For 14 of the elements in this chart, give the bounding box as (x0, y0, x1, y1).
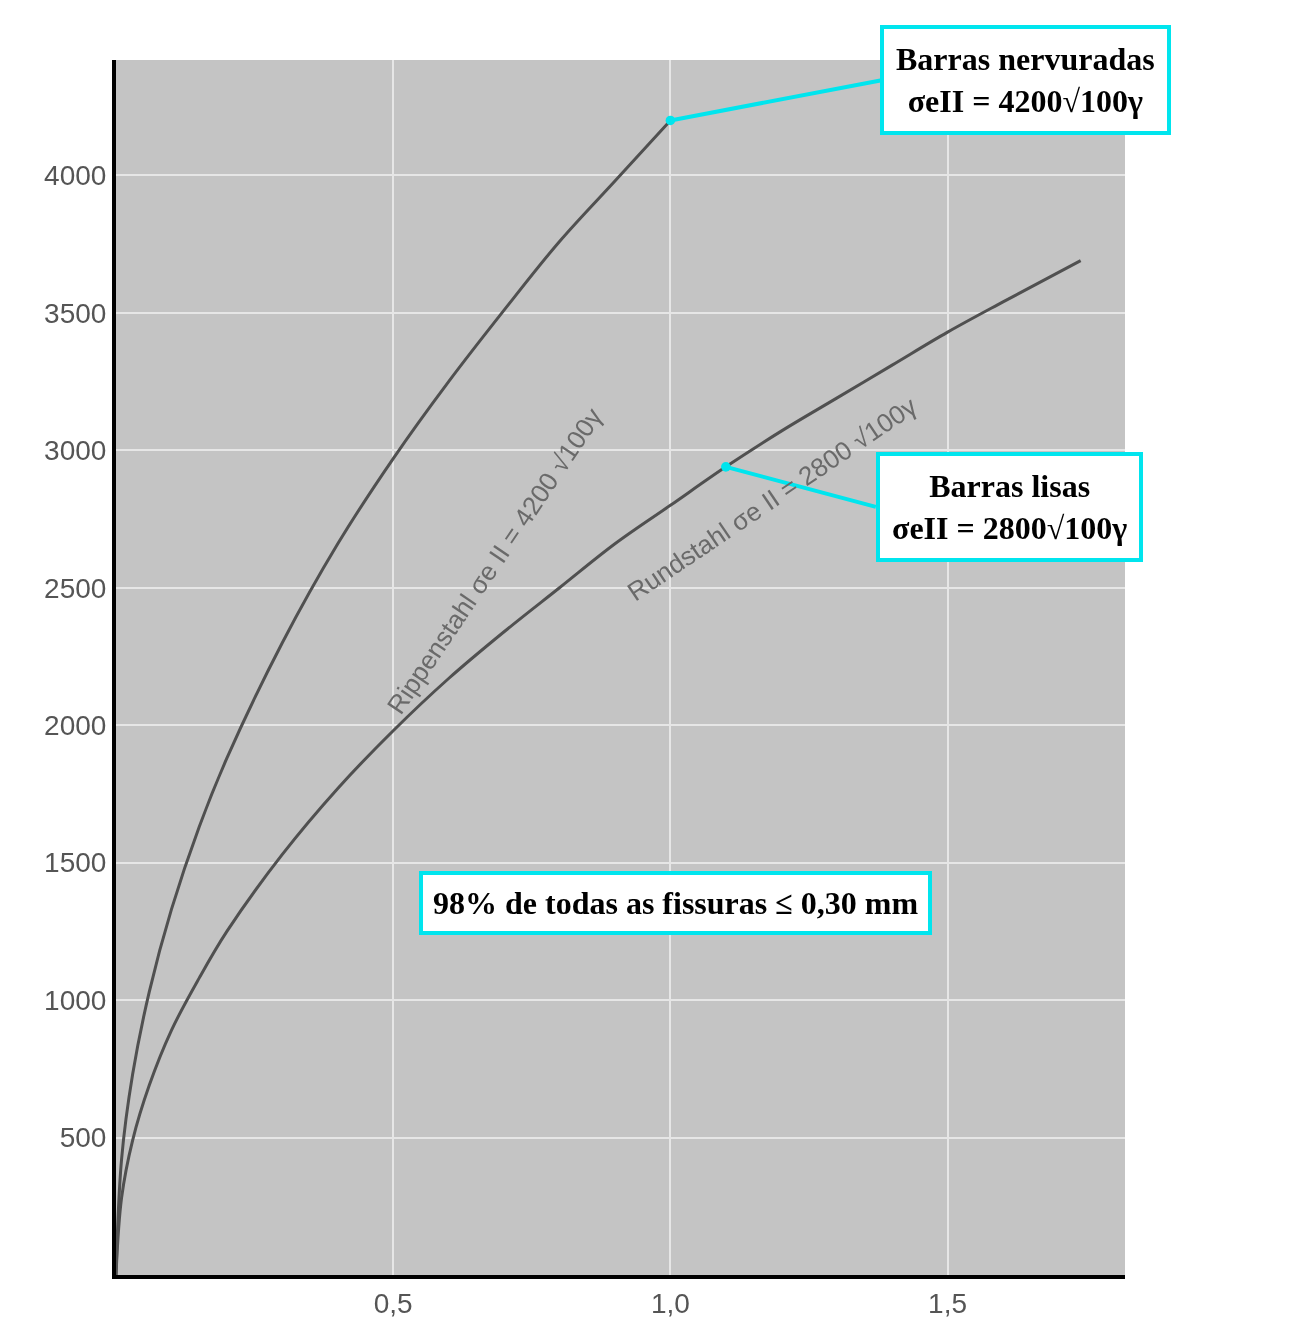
y-tick-label: 3500 (44, 297, 107, 329)
y-tick-label: 3000 (44, 435, 107, 467)
annotation: Barras nervuradas σeII = 4200√100γ (896, 41, 1155, 119)
annotation: Barras lisas σeII = 2800√100γ (892, 468, 1128, 546)
y-tick-label: 500 (59, 1122, 107, 1154)
y-tick-label: 4000 (44, 160, 107, 192)
x-tick-label: 0,5 (373, 1287, 413, 1319)
annotation: 98% de todas as fissuras ≤ 0,30 mm (433, 885, 919, 921)
x-tick-label: 1,0 (650, 1287, 690, 1319)
y-tick-label: 2000 (44, 710, 107, 742)
y-tick-label: 1000 (44, 984, 107, 1016)
y-tick-label: 1500 (44, 847, 107, 879)
x-tick-label: 1,5 (928, 1287, 968, 1319)
y-tick-label: 2500 (44, 572, 107, 604)
